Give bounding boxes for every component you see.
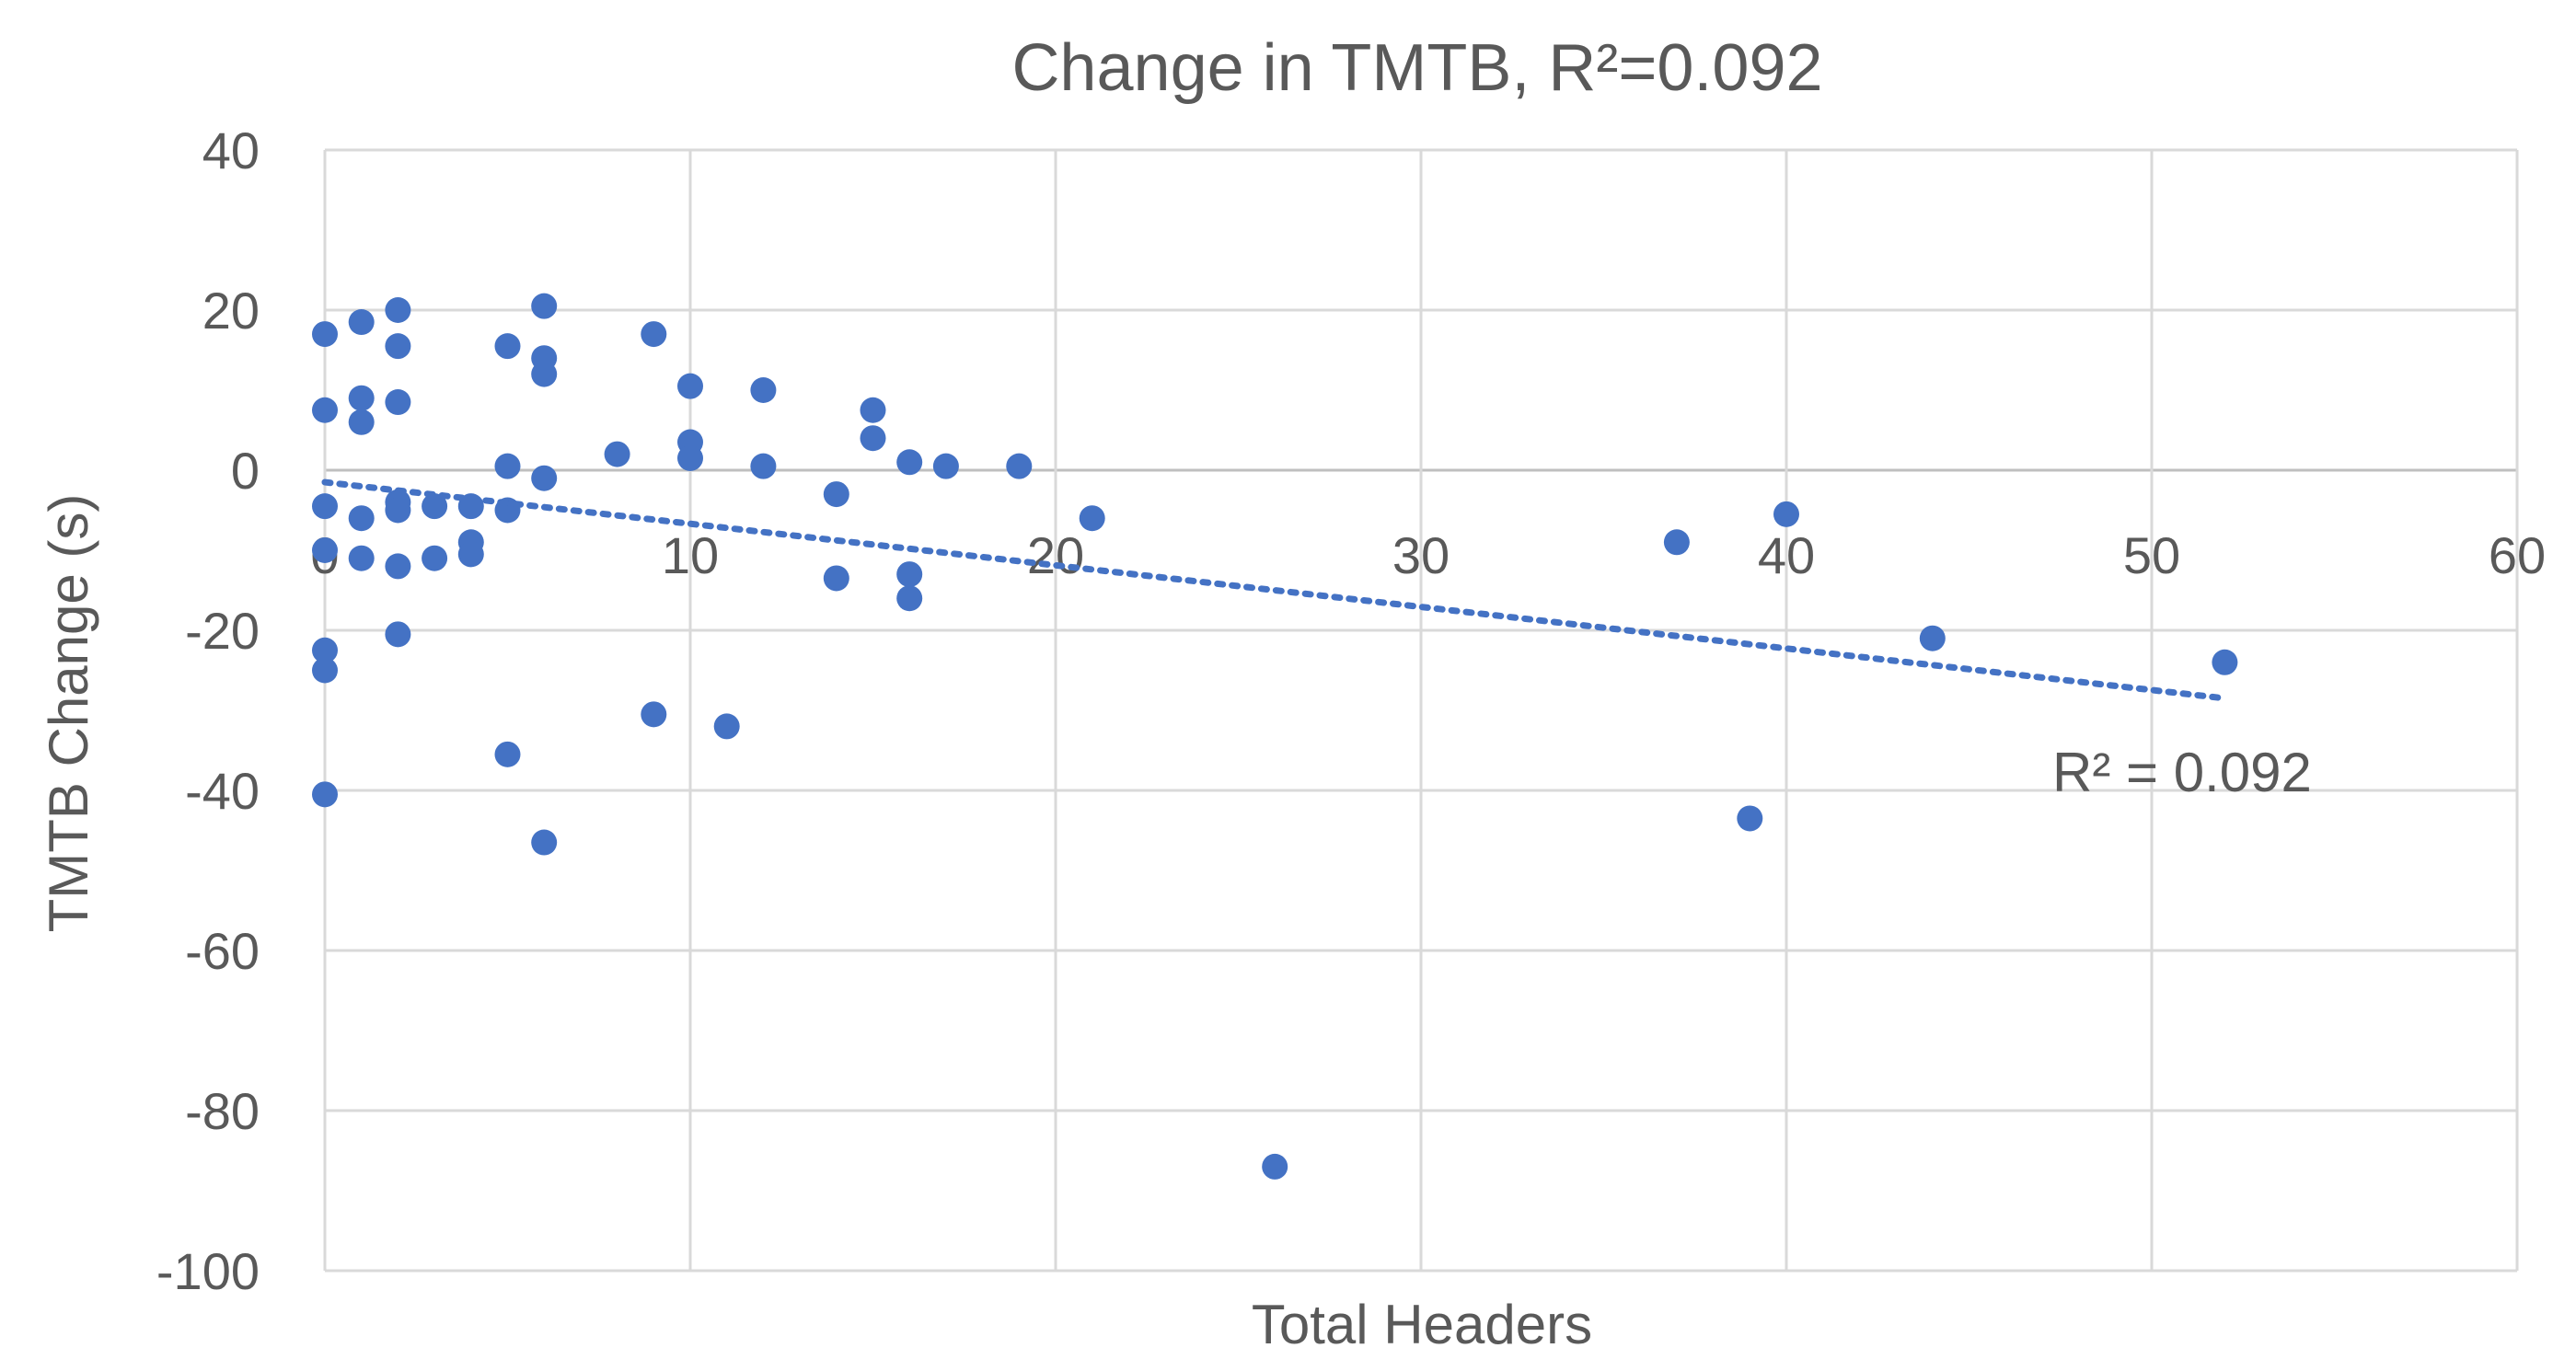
x-tick-label: 30 [1392, 526, 1450, 584]
data-point [385, 497, 411, 524]
data-point [750, 377, 777, 403]
data-point [312, 781, 338, 808]
y-tick-label: -100 [156, 1242, 260, 1300]
x-tick-label: 40 [1758, 526, 1815, 584]
data-point [641, 321, 667, 348]
data-point [312, 321, 338, 348]
data-point [1773, 501, 1799, 527]
data-point [348, 505, 375, 532]
chart-title: Change in TMTB, R²=0.092 [1011, 31, 1822, 105]
data-point [312, 493, 338, 520]
data-point [860, 425, 886, 452]
data-point [494, 453, 521, 479]
data-point [348, 409, 375, 435]
data-point [1919, 625, 1946, 651]
y-tick-label: 0 [231, 442, 260, 500]
data-point [2212, 649, 2238, 675]
data-point [312, 657, 338, 684]
data-point [823, 565, 849, 592]
y-axis-title: TMTB Change (s) [38, 494, 99, 933]
data-point [604, 441, 630, 467]
trendline [321, 478, 2228, 702]
y-tick-label: -80 [185, 1082, 260, 1140]
data-point [494, 333, 521, 360]
data-point [385, 621, 411, 648]
data-point [422, 545, 448, 571]
x-tick-label: 10 [662, 526, 719, 584]
data-point [531, 465, 558, 491]
data-point [385, 297, 411, 323]
data-point [896, 449, 923, 476]
data-point [385, 553, 411, 580]
data-point [896, 585, 923, 612]
data-point [677, 444, 703, 471]
data-points [312, 293, 2238, 1180]
data-point [641, 701, 667, 728]
data-point [385, 333, 411, 360]
y-tick-label: 20 [202, 282, 260, 340]
data-point [1663, 529, 1690, 556]
data-point [348, 385, 375, 411]
y-tick-label: -40 [185, 762, 260, 820]
data-point [860, 397, 886, 423]
data-point [1006, 453, 1033, 479]
data-point [531, 293, 558, 319]
y-tick-label: -60 [185, 922, 260, 980]
data-point [932, 453, 959, 479]
x-tick-label: 50 [2123, 526, 2180, 584]
data-point [494, 741, 521, 767]
x-tick-label: 20 [1027, 526, 1084, 584]
data-point [896, 561, 923, 588]
y-tick-label: 40 [202, 121, 260, 179]
data-point [677, 373, 703, 399]
data-point [1737, 805, 1763, 832]
data-point [348, 309, 375, 336]
data-point [531, 829, 558, 856]
data-point [385, 389, 411, 416]
data-point [312, 537, 338, 563]
x-axis-title: Total Headers [1252, 1294, 1592, 1355]
data-point [531, 361, 558, 387]
data-point [750, 453, 777, 479]
data-point [1079, 505, 1105, 532]
data-point [348, 545, 375, 571]
data-point [312, 397, 338, 423]
data-point [713, 713, 740, 740]
trendline-r2-label: R² = 0.092 [2052, 742, 2312, 803]
data-point [1262, 1153, 1288, 1180]
data-point [823, 481, 849, 508]
y-tick-labels: 40 20 0 -20 -40 -60 -80 -100 [156, 121, 260, 1300]
data-point [312, 637, 338, 663]
data-point [457, 541, 484, 568]
data-point [422, 493, 448, 520]
x-tick-label: 60 [2489, 526, 2546, 584]
y-tick-label: -20 [185, 602, 260, 660]
